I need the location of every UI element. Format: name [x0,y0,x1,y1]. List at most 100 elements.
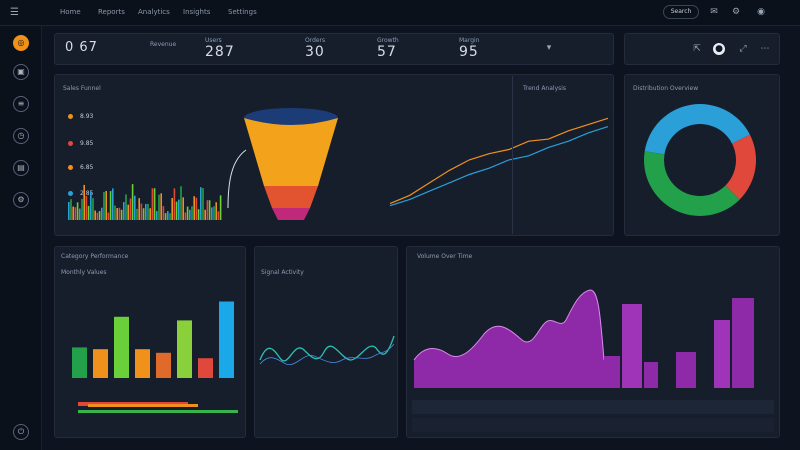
spike-bar [197,209,200,220]
bar-title: Category Performance [61,253,129,260]
menu-icon[interactable]: ☰ [10,7,19,18]
spike-bar [171,197,173,220]
gear-icon[interactable]: ⚙ [13,192,29,208]
spike-bar [206,200,209,220]
nav-item-home[interactable]: Home [60,8,81,16]
area-title: Volume Over Time [417,253,473,260]
spike-bar [219,195,222,220]
funnel-stage-1 [244,118,338,186]
donut-title: Distribution Overview [633,85,699,92]
spike-bar [145,203,147,220]
spike-bar [74,207,77,220]
chart-icon[interactable]: ▣ [13,64,29,80]
kpi-value-users: 287 [205,44,235,60]
legend-dot [68,191,73,196]
funnel-item-4: 2.85 [80,190,94,197]
spike-bar [142,208,145,220]
funnel-item-3: 6.85 [80,164,94,171]
nav-item-reports[interactable]: Reports [98,8,125,16]
area-bar-3 [644,362,658,388]
spike-bar [153,188,156,220]
nav-item-insights[interactable]: Insights [183,8,211,16]
kpi-value-orders: 30 [305,44,325,60]
bar-E [156,352,171,378]
user-icon[interactable]: ◉ [757,7,765,17]
table-row [412,418,774,432]
divider [512,76,513,234]
wave-line-teal [259,335,395,362]
spike-bar [167,211,169,220]
spike-bar [98,211,101,220]
area-bar-6 [732,298,754,388]
funnel-item-1: 8.93 [80,113,94,120]
list-icon[interactable]: ≡ [13,96,29,112]
spike-bar [83,184,85,220]
bar-D [135,349,150,378]
spike-bar [70,199,72,220]
spike-bar [195,197,198,220]
spike-bar [156,211,158,220]
table-row [412,400,774,414]
funnel-connector [227,149,247,209]
funnel-stage-3 [272,208,310,220]
spike-bar [129,198,132,220]
spike-bar [134,195,136,220]
clock-icon[interactable]: ◷ [13,128,29,144]
spike-bar [140,203,143,220]
spike-bar [164,213,167,220]
area-line-left [413,289,605,361]
logout-icon[interactable]: ⏻ [13,424,29,440]
bar-subtitle: Monthly Values [61,269,107,276]
spike-bar [173,188,176,220]
spike-bar [112,188,114,220]
progress-green [78,410,238,413]
spike-bar [215,202,217,220]
area-bar-1 [604,356,620,388]
spike-bar [81,198,83,220]
spike-bar [217,211,220,220]
kpi-strip: 0 67 Revenue 287 Users 30 Orders 57 Grow… [54,33,614,65]
funnel-title: Sales Funnel [63,85,101,92]
share-icon[interactable]: ⇱ [693,44,701,54]
spike-bar [109,191,112,220]
spike-bar [160,193,162,220]
kpi-value-revenue: 0 67 [65,40,98,55]
spike-bar [202,188,204,220]
expand-icon[interactable]: ⤢ [739,44,747,54]
folder-icon[interactable]: ▤ [13,160,29,176]
wave-line-blue [259,343,395,366]
settings-icon[interactable]: ⚙ [731,7,741,17]
bar-C [114,316,129,378]
spike-bar [189,209,191,220]
spike-bar [123,202,125,220]
dashboard-icon[interactable]: ◎ [13,35,29,51]
spike-bar [90,191,92,220]
donut-slice-red [725,134,756,200]
spike-bar [85,195,88,220]
kpi-label-users: Users [205,37,222,44]
bar-F [177,320,192,378]
spike-bar [213,206,215,220]
filter-icon[interactable]: ▾ [546,43,552,53]
kpi-label-margin: Margin [459,37,480,44]
spike-bar [180,186,182,220]
nav-item-settings[interactable]: Settings [228,8,257,16]
spike-bar [178,199,180,220]
notification-icon[interactable]: ✉ [710,7,718,17]
funnel-stage-2 [264,186,318,208]
top-bar: ☰ Home Reports Analytics Insights Settin… [0,0,800,26]
kpi-label-revenue: Revenue [150,41,177,48]
wave-panel: Signal Activity [254,246,398,438]
search-button[interactable]: Search [663,5,699,19]
spike-histogram [68,184,222,220]
area-table [412,400,774,432]
nav-item-analytics[interactable]: Analytics [138,8,170,16]
profile-icon[interactable]: ● [713,43,725,55]
spike-bar [149,208,151,220]
sidebar: ◎ ▣ ≡ ◷ ▤ ⚙ ⏻ [0,26,42,450]
trend-line-1 [389,126,609,207]
trend-title: Trend Analysis [523,85,567,92]
donut-slice-green [644,151,740,216]
more-icon[interactable]: ⋯ [760,44,770,54]
legend-dot [68,165,73,170]
